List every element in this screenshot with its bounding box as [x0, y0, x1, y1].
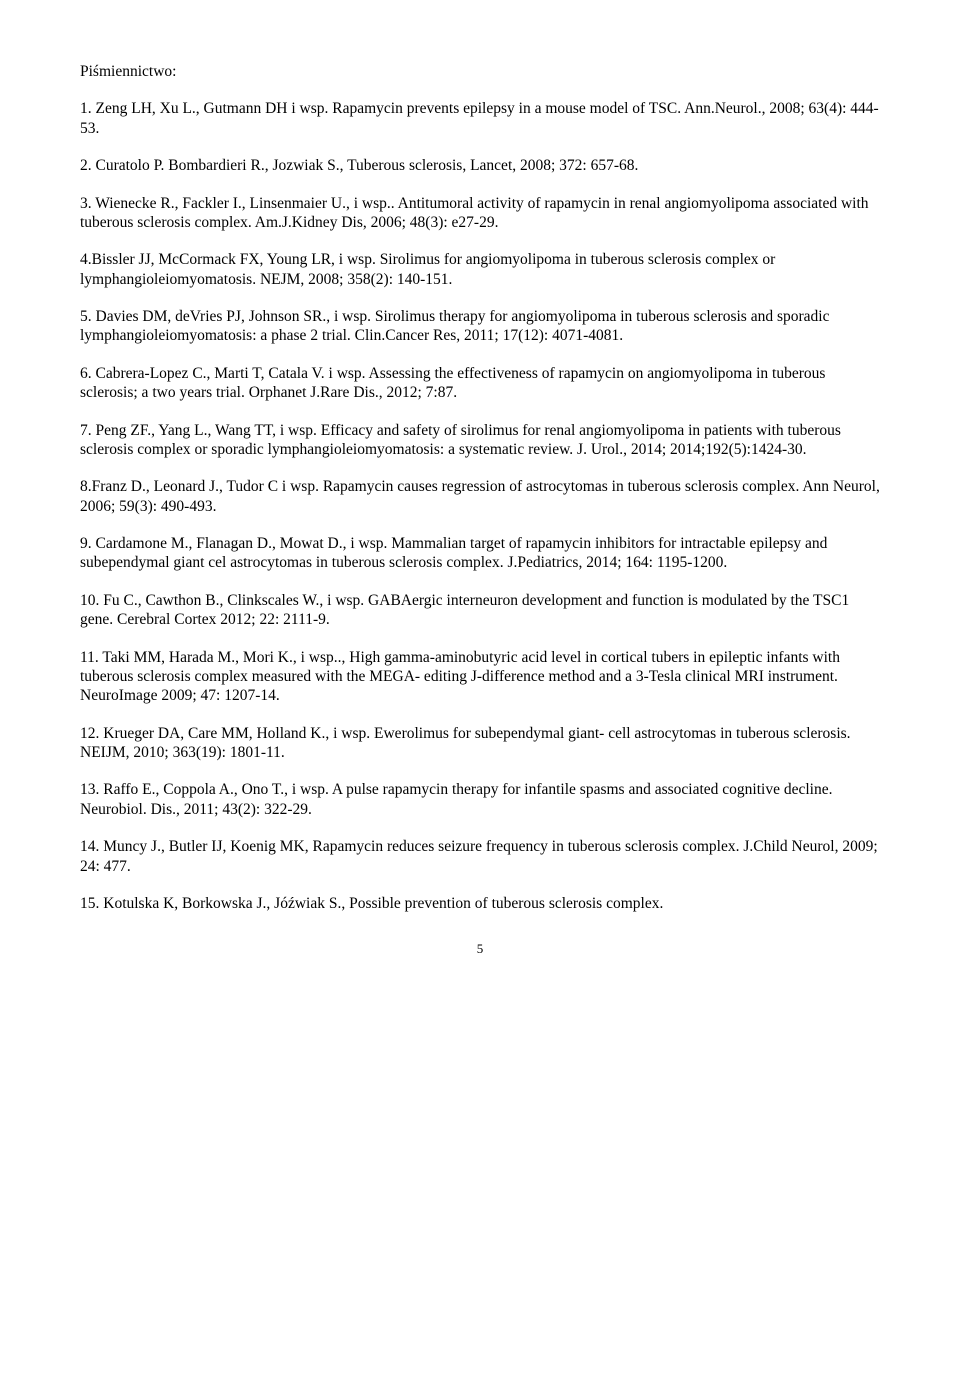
reference-11: 11. Taki MM, Harada M., Mori K., i wsp..… — [80, 648, 880, 706]
reference-1: 1. Zeng LH, Xu L., Gutmann DH i wsp. Rap… — [80, 99, 880, 138]
reference-5: 5. Davies DM, deVries PJ, Johnson SR., i… — [80, 307, 880, 346]
reference-4: 4.Bissler JJ, McCormack FX, Young LR, i … — [80, 250, 880, 289]
reference-14: 14. Muncy J., Butler IJ, Koenig MK, Rapa… — [80, 837, 880, 876]
reference-8: 8.Franz D., Leonard J., Tudor C i wsp. R… — [80, 477, 880, 516]
reference-7: 7. Peng ZF., Yang L., Wang TT, i wsp. Ef… — [80, 421, 880, 460]
reference-6: 6. Cabrera-Lopez C., Marti T, Catala V. … — [80, 364, 880, 403]
reference-3: 3. Wienecke R., Fackler I., Linsenmaier … — [80, 194, 880, 233]
reference-13: 13. Raffo E., Coppola A., Ono T., i wsp.… — [80, 780, 880, 819]
reference-9: 9. Cardamone M., Flanagan D., Mowat D., … — [80, 534, 880, 573]
reference-12: 12. Krueger DA, Care MM, Holland K., i w… — [80, 724, 880, 763]
reference-2: 2. Curatolo P. Bombardieri R., Jozwiak S… — [80, 156, 880, 175]
section-title: Piśmiennictwo: — [80, 62, 880, 81]
reference-10: 10. Fu C., Cawthon B., Clinkscales W., i… — [80, 591, 880, 630]
reference-15: 15. Kotulska K, Borkowska J., Jóźwiak S.… — [80, 894, 880, 913]
page-number: 5 — [80, 941, 880, 957]
